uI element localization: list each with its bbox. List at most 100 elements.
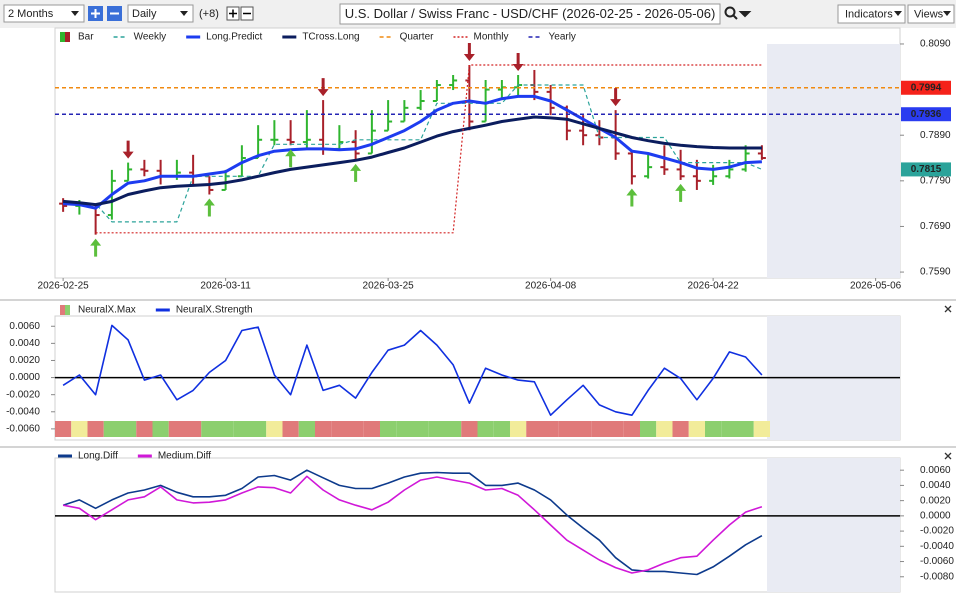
state-cell <box>640 421 657 437</box>
offset-plus-button[interactable] <box>226 6 240 21</box>
state-cell <box>558 421 575 437</box>
y-tick-label: 0.7890 <box>920 130 951 141</box>
y-tick-label: 0.0040 <box>9 338 40 349</box>
legend-icon <box>65 32 70 42</box>
buy-signal <box>626 188 638 207</box>
state-cell <box>445 421 462 437</box>
state-cell <box>396 421 413 437</box>
legend-label: TCross.Long <box>302 32 359 43</box>
symbol-field <box>339 3 721 25</box>
buy-signal <box>285 149 297 168</box>
views-button[interactable]: Views <box>907 4 955 24</box>
state-cell <box>233 421 250 437</box>
state-cell <box>412 421 429 437</box>
close-panel-button[interactable] <box>944 452 952 460</box>
legend-label: Quarter <box>400 32 435 43</box>
indicators-button[interactable]: Indicators <box>837 4 906 24</box>
buy-signal <box>675 183 687 202</box>
state-cell <box>217 421 234 437</box>
x-tick-label: 2026-04-08 <box>525 281 577 292</box>
x-tick-label: 2026-03-11 <box>200 281 251 292</box>
legend-label: Weekly <box>134 32 167 43</box>
state-cell <box>428 421 445 437</box>
state-cell <box>363 421 380 437</box>
dropdown-arrow <box>943 11 951 16</box>
interval-text: Daily <box>132 8 157 20</box>
y-tick-label: 0.0040 <box>920 480 951 491</box>
interval-dropdown[interactable]: Daily <box>127 4 194 23</box>
legend-label: Medium.Diff <box>158 451 211 462</box>
state-cell <box>656 421 673 437</box>
offset-text: (+8) <box>199 8 219 20</box>
state-cell <box>266 421 283 437</box>
state-cell <box>607 421 624 437</box>
chart-title: U.S. Dollar / Swiss Franc - USD/CHF (202… <box>345 6 716 21</box>
search-icon-handle <box>732 11 752 20</box>
legend-icon <box>60 305 65 315</box>
buy-signal <box>350 163 362 182</box>
x-tick-label: 2026-04-22 <box>688 281 740 292</box>
state-cell <box>331 421 348 437</box>
y-tick-label: 0.7690 <box>920 221 951 232</box>
y-tick-label: -0.0060 <box>920 556 954 567</box>
plus-icon <box>91 9 100 18</box>
state-cell <box>168 421 185 437</box>
price-tag <box>901 107 951 122</box>
x-tick-label: 2026-03-25 <box>363 281 415 292</box>
price-tag-label: 0.7815 <box>911 164 942 175</box>
y-tick-label: -0.0020 <box>920 526 954 537</box>
legend-label: Long.Predict <box>206 32 262 43</box>
state-cell <box>103 421 120 437</box>
y-tick-label: 0.0060 <box>920 465 951 476</box>
series-line <box>95 64 762 234</box>
offset-minus-button[interactable] <box>240 6 254 21</box>
state-cell <box>477 421 494 437</box>
zoom-in-button[interactable] <box>88 6 103 21</box>
y-tick-label: 0.7790 <box>920 175 951 186</box>
sell-signal <box>317 78 329 97</box>
legend-label: NeuralX.Strength <box>176 305 253 316</box>
dropdown-arrow <box>894 11 902 16</box>
sell-signal <box>122 140 134 159</box>
legend-label: Bar <box>78 32 94 43</box>
price-tag <box>901 162 951 177</box>
legend-icon <box>65 305 70 315</box>
range-text: 2 Months <box>8 8 54 20</box>
series-line <box>62 324 763 416</box>
close-panel-button[interactable] <box>944 305 952 313</box>
state-cell <box>575 421 592 437</box>
state-cell <box>71 421 88 437</box>
buy-signal <box>90 238 102 257</box>
y-tick-label: -0.0020 <box>6 389 40 400</box>
state-cell <box>185 421 202 437</box>
state-cell <box>282 421 299 437</box>
price-tag-label: 0.7936 <box>911 109 942 120</box>
views-text: Views <box>914 8 944 20</box>
x-tick-label: 2026-02-25 <box>38 281 90 292</box>
state-cell <box>201 421 218 437</box>
series-line <box>62 115 762 207</box>
price-tag <box>901 80 951 95</box>
state-cell <box>737 421 754 437</box>
state-cell <box>493 421 510 437</box>
legend-label: Yearly <box>549 32 576 43</box>
forecast-region <box>767 44 900 278</box>
y-tick-label: 0.7590 <box>920 267 951 278</box>
x-tick-label: 2026-05-06 <box>850 281 902 292</box>
series-line <box>63 94 762 210</box>
zoom-out-button[interactable] <box>107 6 122 21</box>
price-tag-label: 0.7994 <box>911 82 942 93</box>
state-cell <box>526 421 543 437</box>
state-cell <box>753 421 770 437</box>
sell-signal <box>610 88 622 107</box>
legend-icon <box>60 32 65 42</box>
range-dropdown[interactable]: 2 Months <box>3 4 85 23</box>
legend-label: NeuralX.Max <box>78 305 136 316</box>
search-button[interactable] <box>724 6 752 20</box>
symbol-box[interactable]: U.S. Dollar / Swiss Franc - USD/CHF (202… <box>339 3 721 25</box>
y-tick-label: -0.0040 <box>920 541 954 552</box>
y-tick-label: -0.0060 <box>6 424 40 435</box>
button-box <box>837 4 906 24</box>
state-cell <box>120 421 137 437</box>
state-cell <box>250 421 267 437</box>
